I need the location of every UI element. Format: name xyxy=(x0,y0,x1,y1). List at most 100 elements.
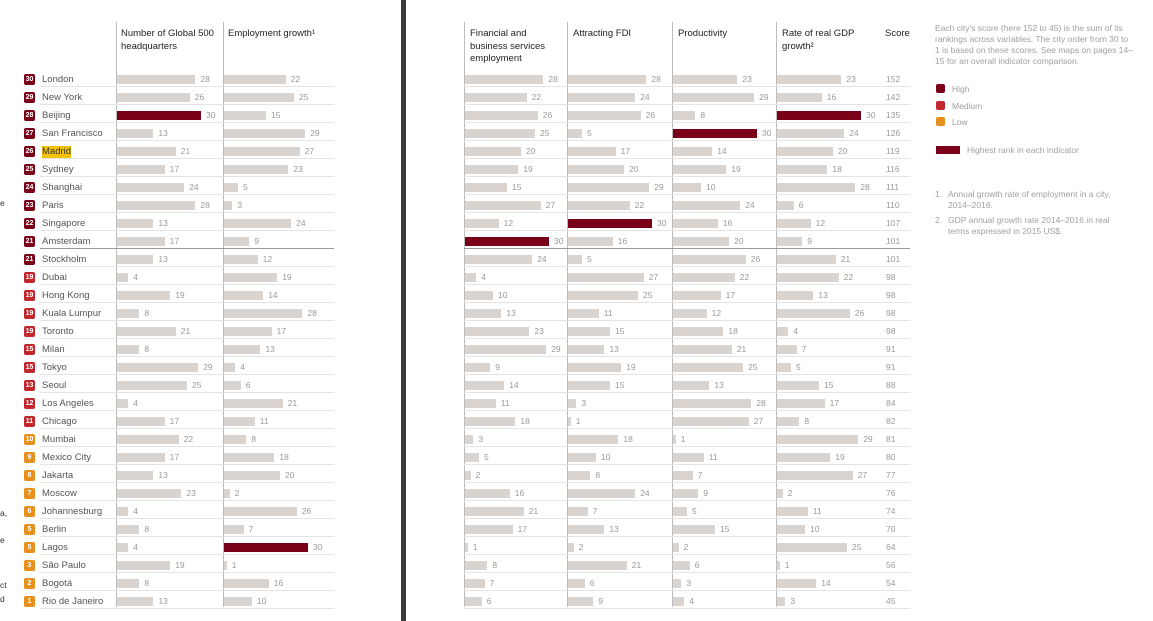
value-label: 12 xyxy=(262,254,273,264)
city-stockholm: Stockholm xyxy=(42,254,87,265)
value-label: 4 xyxy=(793,326,798,336)
bar xyxy=(673,579,682,588)
bar xyxy=(465,291,493,300)
city-moscow: Moscow xyxy=(42,488,77,499)
value-label: 30 xyxy=(313,542,323,552)
value-label: 14 xyxy=(821,578,831,588)
rank-badge: 25 xyxy=(24,164,35,175)
city-chicago: Chicago xyxy=(42,416,77,427)
bar xyxy=(465,417,516,426)
value-label: 21 xyxy=(287,398,298,408)
bar xyxy=(117,309,140,318)
value-label: 17 xyxy=(169,416,180,426)
value-label: 30 xyxy=(762,128,772,138)
bar xyxy=(673,345,732,354)
value-label: 8 xyxy=(804,416,810,426)
row-separator xyxy=(464,410,910,411)
value-label: 9 xyxy=(495,362,500,372)
bar xyxy=(465,201,541,210)
value-label: 17 xyxy=(169,164,180,174)
value-label: 6 xyxy=(245,380,251,390)
score-value: 91 xyxy=(886,344,896,354)
row-separator xyxy=(464,86,910,87)
bar xyxy=(465,597,482,606)
bar xyxy=(224,201,233,210)
bar xyxy=(777,291,814,300)
value-label: 15 xyxy=(615,380,625,390)
city-lagos: Lagos xyxy=(42,542,68,553)
bar xyxy=(777,381,819,390)
value-label: 17 xyxy=(725,290,736,300)
bar xyxy=(673,129,757,138)
legend-high-label: High xyxy=(952,84,970,94)
bar xyxy=(465,273,477,282)
value-label: 15 xyxy=(824,380,834,390)
bar xyxy=(117,489,182,498)
rank-badge: 9 xyxy=(24,452,35,463)
value-label: 27 xyxy=(648,272,659,282)
value-label: 20 xyxy=(734,236,744,246)
rank-badge: 26 xyxy=(24,146,35,157)
bar xyxy=(673,309,707,318)
bar xyxy=(673,525,715,534)
bar xyxy=(465,543,468,552)
value-label: 2 xyxy=(475,470,481,480)
value-label: 16 xyxy=(273,578,284,588)
value-label: 19 xyxy=(175,290,185,300)
value-label: 17 xyxy=(276,326,287,336)
value-label: 16 xyxy=(826,92,837,102)
rank-badge: 13 xyxy=(24,380,35,391)
value-label: 25 xyxy=(643,290,653,300)
legend-low-swatch xyxy=(936,117,945,126)
row-separator xyxy=(40,374,334,375)
bar xyxy=(673,291,721,300)
value-label: 8 xyxy=(144,308,150,318)
bar xyxy=(777,561,780,570)
city-jakarta: Jakarta xyxy=(42,470,74,481)
value-label: 21 xyxy=(736,344,747,354)
bar xyxy=(224,75,286,84)
bar xyxy=(224,309,303,318)
value-label: 10 xyxy=(498,290,508,300)
city-sao-paulo: São Paulo xyxy=(42,560,86,571)
bar xyxy=(673,183,701,192)
value-label: 28 xyxy=(200,200,210,210)
score-value: 88 xyxy=(886,380,896,390)
bar xyxy=(568,579,585,588)
bar xyxy=(465,471,471,480)
score-value: 119 xyxy=(886,146,900,156)
bar xyxy=(224,561,227,570)
value-label: 26 xyxy=(542,110,553,120)
city-los-angeles: Los Angeles xyxy=(42,398,94,409)
value-label: 4 xyxy=(133,272,138,282)
bar xyxy=(465,183,507,192)
bar xyxy=(117,147,176,156)
value-label: 16 xyxy=(722,218,733,228)
value-label: 8 xyxy=(251,434,257,444)
value-label: 11 xyxy=(259,416,269,426)
value-label: 14 xyxy=(509,380,519,390)
value-label: 6 xyxy=(694,560,700,570)
row-separator xyxy=(464,446,910,447)
edge-fragment: a, xyxy=(0,508,8,518)
footnote-text: GDP annual growth rate 2014–2016 in real… xyxy=(948,215,1110,236)
row-separator xyxy=(464,590,910,591)
bar xyxy=(465,381,505,390)
value-label: 7 xyxy=(489,578,495,588)
column-line xyxy=(672,22,673,607)
row-separator xyxy=(464,392,910,393)
footnote-1: 1. Annual growth rate of employment in a… xyxy=(935,189,1125,211)
bar xyxy=(465,525,513,534)
row-separator xyxy=(464,158,910,159)
bar xyxy=(777,453,831,462)
bar xyxy=(777,507,808,516)
bar xyxy=(465,561,488,570)
row-separator xyxy=(40,158,334,159)
score-value: 98 xyxy=(886,272,896,282)
value-label: 21 xyxy=(840,254,851,264)
bar xyxy=(224,489,230,498)
value-label: 9 xyxy=(598,596,603,606)
bar xyxy=(777,111,861,120)
rank-badge: 21 xyxy=(24,254,35,265)
bar xyxy=(568,147,616,156)
